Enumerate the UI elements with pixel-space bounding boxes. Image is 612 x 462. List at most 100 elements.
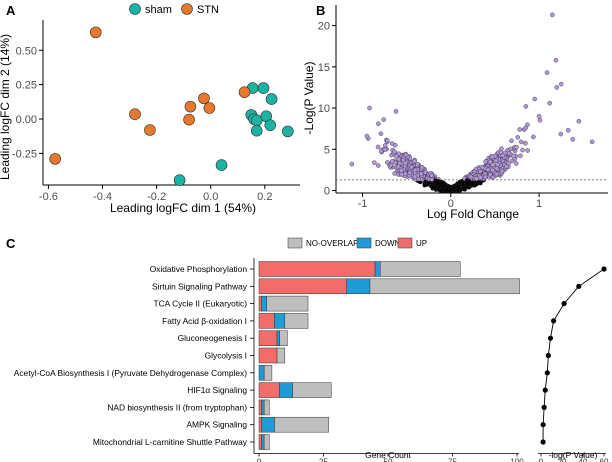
panel-c-bar-no-overlap	[266, 295, 309, 312]
panel-c-bar-up	[258, 330, 278, 346]
panel-c-bar-down	[276, 330, 280, 346]
panel-c-bar-up	[258, 278, 347, 295]
legend-no-overlap-label: NO-OVERLAP	[306, 239, 358, 248]
panel-c-side-point	[547, 335, 554, 341]
panel-b-point-significant	[395, 164, 401, 169]
panel-b-point-significant	[547, 100, 552, 106]
panel-b-point-significant	[375, 144, 381, 150]
panel-c-bar-no-overlap	[279, 330, 288, 346]
panel-b-point-significant	[398, 168, 404, 173]
panel-a-y-tick-label: 0.00	[16, 114, 37, 126]
panel-b-point-significant	[412, 174, 418, 180]
panel-c-bar-down	[279, 382, 293, 398]
panel-c-bar-down	[374, 261, 381, 277]
panel-c-category-label: Mitochondrial L-carnitine Shuttle Pathwa…	[93, 437, 248, 447]
panel-c-bar-up	[258, 347, 278, 364]
panel-a-y-tick-label: 0.50	[16, 45, 37, 57]
panel-b-y-tick-label: 15	[318, 62, 330, 74]
panel-b-point-significant	[364, 133, 370, 139]
panel-b-point-significant	[483, 174, 488, 180]
panel-b-point-significant	[388, 162, 394, 168]
panel-c-side-x-tick-label: 40	[579, 458, 588, 462]
panel-b-point-significant	[403, 171, 408, 176]
panel-b-point-significant	[523, 104, 529, 109]
panel-a-point-sham	[282, 125, 294, 138]
panel-c-bar-no-overlap	[284, 313, 309, 329]
panel-c-side-x-axis-title: -log(P Value)	[549, 450, 598, 460]
panel-c-category-label: Acetyl-CoA Biosynthesis I (Pyruvate Dehy…	[14, 368, 247, 378]
panel-c-bar-no-overlap	[276, 347, 286, 364]
panel-c-bar-no-overlap	[369, 278, 520, 295]
panel-c-bar-down	[261, 416, 275, 433]
panel-c-bar-down	[261, 399, 265, 416]
panel-a-x-axis-title: Leading logFC dim 1 (54%)	[110, 201, 256, 215]
panel-a-point-sham	[257, 82, 270, 94]
panel-a-point-stn	[184, 100, 197, 113]
panel-c-bar-no-overlap	[263, 399, 270, 416]
panel-c-bar-no-overlap	[263, 365, 273, 381]
panel-b-point-significant	[468, 174, 474, 180]
panel-b-point-significant	[550, 12, 555, 18]
panel-c-category-label: Oxidative Phosphorylation	[150, 264, 248, 274]
panel-c-category-label: HIF1α Signaling	[187, 385, 247, 395]
panel-b-x-tick-label: 1	[536, 198, 542, 210]
panel-b-point-significant	[518, 153, 523, 159]
panel-b-point-significant	[500, 153, 506, 158]
panel-letter-c: C	[6, 236, 16, 251]
panel-b-point-significant	[376, 163, 381, 168]
panel-b-point-significant	[389, 159, 395, 164]
panel-b-point-significant	[429, 177, 435, 182]
panel-b-point-significant	[537, 117, 543, 123]
panel-b-point-significant	[515, 135, 520, 140]
panel-b-point-nonsignificant	[441, 184, 445, 189]
legend-up-label: UP	[416, 239, 427, 248]
panel-c-x-tick-label: 25	[319, 458, 328, 462]
panel-c-category-label: AMPK Signaling	[186, 420, 247, 430]
panel-b-point-significant	[412, 167, 418, 173]
panel-c-side-point	[540, 422, 546, 428]
panel-c-category-label: TCA Cycle II (Eukaryotic)	[153, 299, 247, 309]
panel-c-bar-up	[258, 295, 262, 312]
panel-b-point-significant	[517, 127, 522, 132]
panel-b-y-axis-title: -Log(P Value)	[302, 62, 316, 135]
panel-a-x-tick-label: 0.2	[257, 191, 272, 203]
panel-b-point-significant	[382, 143, 388, 148]
panel-b-point-significant	[509, 138, 514, 144]
panel-b-y-tick-label: 0	[324, 186, 330, 198]
panel-b-point-nonsignificant	[461, 182, 465, 187]
panel-b-point-nonsignificant	[474, 182, 479, 187]
panel-b-point-significant	[419, 165, 425, 170]
panel-b-point-significant	[477, 169, 483, 174]
panel-c-side-point	[576, 283, 582, 289]
panel-c-category-label: Glycolysis I	[205, 351, 247, 361]
panel-c-side-x-tick-label: 0	[539, 458, 544, 462]
panel-c-side-point	[551, 318, 557, 324]
legend-sham-marker	[129, 3, 141, 15]
panel-c-legend: NO-OVERLAP DOWN UP	[287, 237, 427, 249]
panel-a-point-stn	[89, 26, 102, 39]
panel-a-point-stn	[49, 153, 61, 165]
panel-c-side-x-tick-label: 20	[558, 458, 567, 462]
panel-c-side-point	[561, 301, 567, 307]
panel-c-x-tick-label: 75	[448, 458, 457, 462]
panel-b-point-significant	[494, 171, 499, 177]
panel-b-point-significant	[392, 149, 397, 155]
panel-a-point-stn	[238, 86, 251, 98]
panel-b-point-significant	[525, 148, 530, 153]
panel-b-point-significant	[536, 114, 542, 119]
panel-c-bar-no-overlap	[274, 416, 329, 433]
panel-a-x-tick-label: -0.4	[93, 191, 112, 203]
panel-b-point-significant	[495, 162, 500, 167]
panel-b-point-significant	[389, 141, 395, 146]
panel-a-point-stn	[129, 108, 141, 120]
panel-c-bar-up	[258, 399, 262, 416]
panel-b-x-axis-title: Log Fold Change	[427, 207, 519, 221]
panel-b-point-significant	[381, 117, 386, 122]
panel-b-point-nonsignificant	[435, 181, 440, 186]
panel-b-point-significant	[429, 173, 434, 178]
panel-c-side-point	[545, 352, 551, 359]
panel-c-bar-down	[346, 278, 371, 295]
panel-b-point-significant	[487, 159, 493, 165]
